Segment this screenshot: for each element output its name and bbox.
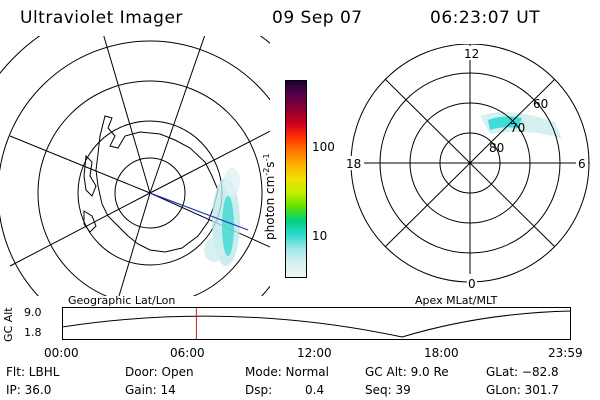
mlt-label-0: 0 (468, 277, 476, 291)
altitude-plot-frame (62, 307, 571, 340)
meridian-line (9, 192, 151, 267)
date-label: 09 Sep 07 (272, 8, 363, 28)
geographic-caption: Geographic Lat/Lon (68, 294, 176, 307)
altitude-xtick: 00:00 (44, 346, 79, 360)
altitude-ytick-min: 1.8 (24, 326, 42, 339)
instrument-title: Ultraviolet Imager (20, 8, 183, 28)
meridian-line (103, 36, 151, 194)
colorbar-tick-10: 10 (312, 229, 328, 243)
mlat-label-60: 60 (533, 97, 548, 111)
colorbar-tick-100: 100 (312, 140, 335, 154)
geographic-map (0, 36, 270, 296)
colorbar-gradient (286, 81, 306, 277)
magnetic-polar-plot: 12 18 6 0 60 70 80 (344, 44, 590, 291)
meridian-line (118, 192, 151, 296)
mlat-label-80: 80 (489, 141, 504, 155)
gain-status: Gain: 14 (125, 383, 176, 397)
lat-circle (37, 80, 263, 296)
filter-status: Flt: LBHL (6, 365, 60, 379)
mlt-label-18: 18 (346, 157, 361, 171)
glat-status: GLat: −82.8 (486, 365, 559, 379)
dsp-label: Dsp: (245, 383, 273, 397)
lat-circle (0, 40, 270, 296)
coastline (83, 154, 97, 197)
satellite-track-line (149, 192, 201, 213)
altitude-ytick-max: 9.0 (24, 306, 42, 319)
colorbar-unit-label: photon cm-2s-1 (262, 153, 277, 240)
altitude-xtick: 06:00 (170, 346, 205, 360)
magnetic-caption: Apex MLat/MLT (415, 294, 498, 307)
glon-status: GLon: 301.7 (486, 383, 559, 397)
meridian-line (149, 36, 206, 194)
dsp-value: 0.4 (305, 383, 325, 397)
altitude-xtick: 18:00 (424, 346, 459, 360)
mode-status: Mode: Normal (245, 365, 329, 379)
coastline (95, 115, 219, 253)
meridian-line (149, 130, 270, 194)
mlat-label-70: 70 (510, 121, 525, 135)
altitude-ylabel: GC Alt (2, 307, 15, 342)
mlt-label-6: 6 (578, 157, 586, 171)
altitude-xtick: 12:00 (297, 346, 332, 360)
meridian-line (9, 135, 151, 194)
mlt-line (384, 78, 556, 248)
ip-status: IP: 36.0 (6, 383, 52, 397)
mlt-label-12: 12 (464, 47, 479, 61)
altitude-plot (62, 307, 572, 340)
altitude-xtick: 23:59 (548, 346, 583, 360)
gc-alt-status: GC Alt: 9.0 Re (365, 365, 449, 379)
coastline (83, 210, 97, 233)
door-status: Door: Open (125, 365, 194, 379)
time-label: 06:23:07 UT (430, 8, 541, 28)
colorbar (285, 80, 307, 278)
altitude-curve (62, 310, 572, 338)
lat-circle (114, 157, 186, 229)
seq-status: Seq: 39 (365, 383, 411, 397)
